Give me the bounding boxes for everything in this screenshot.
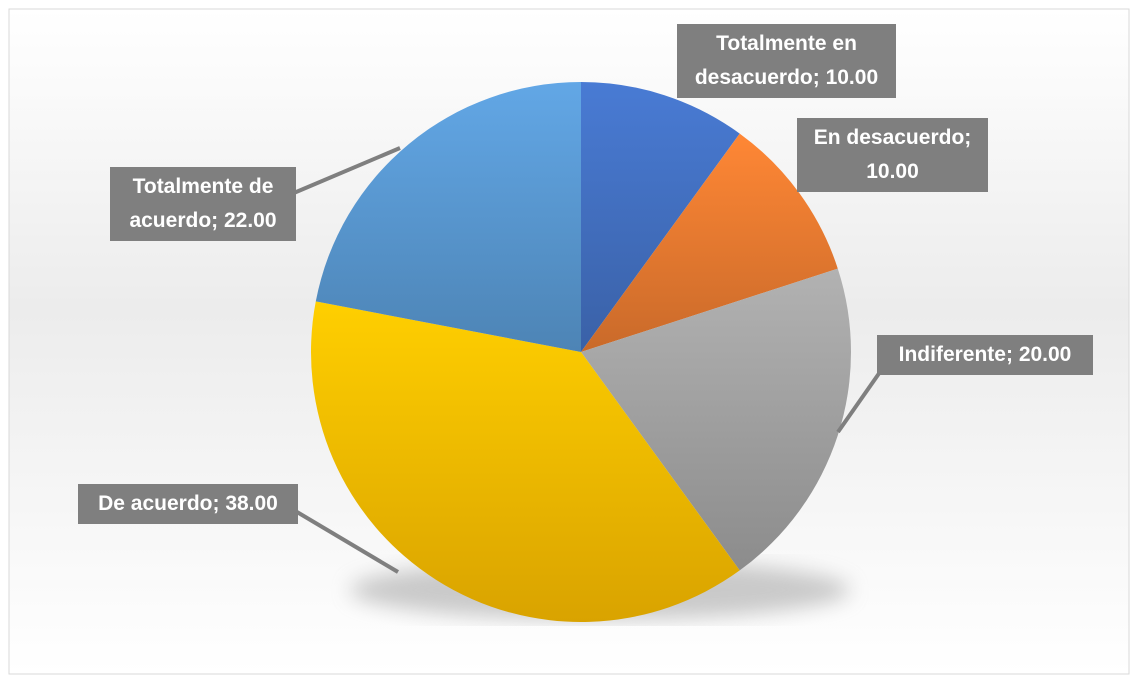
value-label: 20.00: [1018, 343, 1072, 366]
leader-line: [281, 146, 401, 200]
data-label: Indiferente; 20.00: [877, 335, 1093, 375]
category: Totalmente de acuerdo: [129, 175, 274, 232]
data-label: Totalmente en desacuerdo; 10.00: [677, 24, 896, 98]
separator: ;: [211, 209, 224, 232]
category: Totalmente en desacuerdo: [694, 32, 857, 89]
separator: ;: [212, 492, 226, 515]
category: En desacuerdo: [813, 126, 965, 149]
value-label: 10.00: [866, 160, 919, 183]
pie-slice: [315, 82, 581, 352]
data-label: En desacuerdo; 10.00: [797, 118, 988, 192]
leader-line: [295, 510, 400, 574]
pie-slice: [581, 133, 838, 352]
pie-slice: [581, 268, 851, 571]
category: De acuerdo: [98, 492, 213, 515]
value-label: 10.00: [825, 66, 879, 89]
separator: ;: [964, 126, 972, 149]
separator: ;: [812, 66, 826, 89]
separator: ;: [1005, 343, 1019, 366]
value-label: 38.00: [225, 492, 278, 515]
data-label: Totalmente de acuerdo; 22.00: [110, 167, 296, 241]
data-label: De acuerdo; 38.00: [78, 484, 298, 524]
leader-line: [836, 370, 882, 434]
value-label: 22.00: [223, 209, 277, 232]
pie-slice: [311, 301, 740, 622]
pie-slice: [581, 82, 740, 352]
category: Indiferente: [898, 343, 1006, 366]
